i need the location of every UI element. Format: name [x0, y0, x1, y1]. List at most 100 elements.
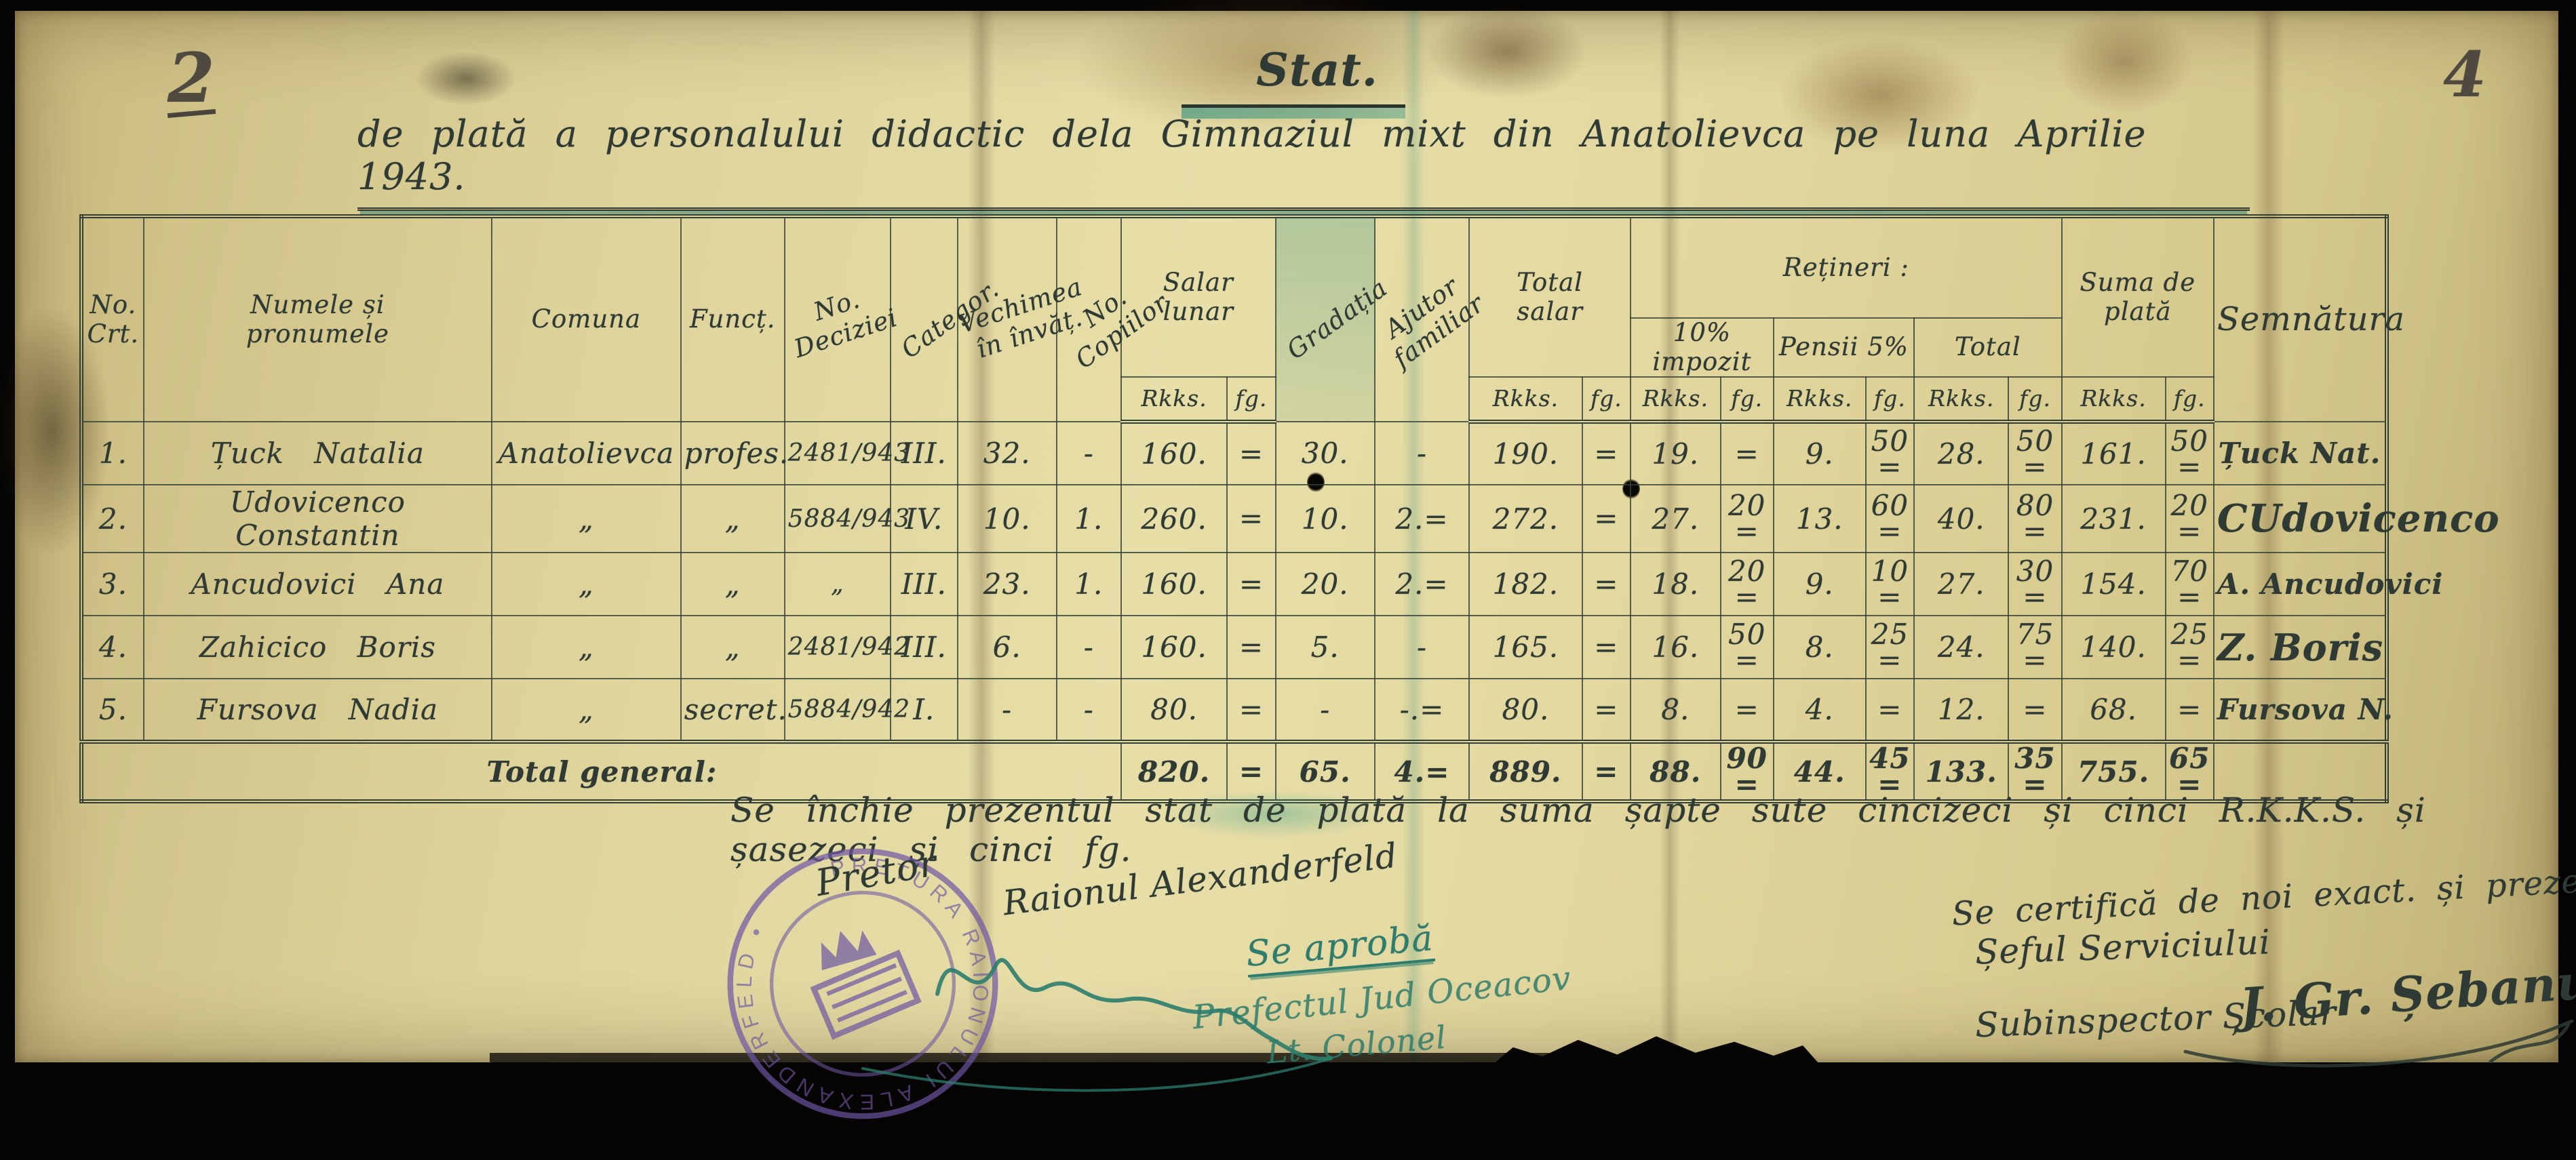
cell-categorie: III.	[890, 421, 958, 486]
cell-ajutor: 2.=	[1373, 484, 1470, 554]
cell-rtotal-fg: 50 =	[2008, 421, 2063, 486]
col-header-vechime: Vechimea în învăț.	[955, 215, 1086, 423]
page-number-right-value: 4	[2443, 38, 2488, 111]
table-row: 3. Ancudovici Ana „ „ „ III. 23. 1. 160.…	[81, 552, 2442, 617]
total-label: Total general:	[81, 740, 1122, 803]
cell-impozit-fg: 20 =	[1719, 552, 1774, 617]
cell-copii: -	[1055, 421, 1122, 486]
cell-total-rkks: 80.	[1468, 678, 1583, 743]
subcol-rkks: Rkks.	[1772, 376, 1867, 424]
total-impozit-rkks: 88.	[1630, 740, 1721, 803]
cell-vechime: -	[956, 678, 1057, 743]
document-title: Stat.	[1256, 43, 1378, 96]
cell-semnatura: Fursova N.	[2212, 678, 2393, 743]
cell-comuna: „	[491, 552, 682, 617]
cell-total-rkks: 182.	[1468, 552, 1583, 617]
col-header-pensii: Pensii 5%	[1772, 317, 1915, 378]
cell-pensii-fg: 60 =	[1865, 484, 1915, 554]
closing-statement: Se închie prezentul stat de plată la sum…	[730, 791, 2426, 869]
col-header-funct: Funcț.	[680, 215, 785, 423]
cell-suma-rkks: 154.	[2061, 552, 2166, 617]
cell-pensii-fg: 10 =	[1865, 552, 1915, 617]
cell-impozit-fg: 50 =	[1719, 615, 1774, 680]
cell-semnatura: A. Ancudovici	[2212, 552, 2442, 617]
cell-rtotal-rkks: 40.	[1913, 484, 2010, 554]
table-row: 5. Fursova Nadia „ secret. 5884/942 I. -…	[81, 678, 2393, 743]
col-header-comuna: Comuna	[491, 215, 682, 423]
cell-impozit-fg: 20 =	[1719, 484, 1774, 554]
document-subtitle: de plată a personalului didactic dela Gi…	[357, 113, 2250, 211]
cell-gradatia: -	[1274, 678, 1375, 743]
cell-rtotal-fg: 30 =	[2008, 552, 2063, 617]
cell-pensii-fg: 25 =	[1865, 615, 1915, 680]
cell-decizie: 5884/942	[783, 678, 910, 743]
cell-impozit-rkks: 27.	[1630, 484, 1721, 554]
cell-nume: Țuck Natalia	[142, 421, 493, 486]
cell-suma-rkks: 140.	[2061, 615, 2166, 680]
ink-smudge	[1161, 791, 1385, 838]
cell-copii: 1.	[1055, 484, 1122, 554]
col-header-decizie: No. Deciziei	[783, 215, 901, 423]
col-header-gradatia: Gradația	[1274, 215, 1392, 423]
col-header-semnatura: Semnătura	[2212, 215, 2404, 423]
total-impozit-fg: 90 =	[1719, 740, 1774, 803]
col-header-retineri: Rețineri :	[1630, 216, 2063, 319]
total-pensii-fg: 45 =	[1865, 740, 1915, 803]
subcol-fg: fg.	[1719, 376, 1774, 424]
cell-decizie: 2481/942	[783, 615, 910, 680]
cell-salar-rkks: 160.	[1120, 615, 1228, 680]
cell-copii: -	[1055, 678, 1122, 743]
cell-semnatura: CUdovicenco	[2212, 484, 2499, 554]
cell-rtotal-rkks: 27.	[1913, 552, 2010, 617]
total-total-fg: =	[1581, 740, 1632, 803]
cell-funct: profes.	[680, 421, 788, 486]
cell-salar-fg: =	[1226, 552, 1276, 617]
cell-salar-fg: =	[1226, 615, 1276, 680]
subcol-rkks: Rkks.	[1120, 376, 1228, 424]
cell-suma-fg: 50 =	[2164, 421, 2214, 486]
col-header-nume: Numele și pronumele	[142, 215, 493, 423]
payroll-table: No. Crt. Numele și pronumele Comuna Func…	[79, 214, 2499, 804]
stamp-emblem	[810, 930, 922, 1040]
cell-nume: Zahicico Boris	[142, 615, 493, 680]
cell-total-fg: =	[1581, 615, 1632, 680]
cell-nume: Ancudovici Ana	[142, 552, 493, 617]
cell-decizie: „	[783, 552, 892, 617]
cell-rtotal-fg: 80 =	[2008, 484, 2063, 554]
cell-suma-fg: 70 =	[2164, 552, 2214, 617]
cell-pensii-fg: 50 =	[1865, 421, 1915, 486]
cell-salar-rkks: 80.	[1120, 678, 1228, 743]
cell-comuna: Anatolievca	[491, 421, 682, 486]
cell-semnatura: Z. Boris	[2212, 615, 2388, 680]
cell-ajutor: -	[1373, 615, 1470, 680]
cell-categorie: III.	[890, 615, 958, 680]
cell-salar-fg: =	[1226, 678, 1276, 743]
total-gradatia: 65.	[1274, 740, 1375, 803]
cell-vechime: 32.	[956, 421, 1057, 486]
cell-suma-fg: 20 =	[2164, 484, 2214, 554]
cell-gradatia: 30.	[1274, 421, 1375, 486]
cell-gradatia: 20.	[1274, 552, 1375, 617]
page-number-right: 4	[2443, 38, 2487, 111]
subcol-rkks: Rkks.	[1630, 376, 1721, 424]
cell-nume: Fursova Nadia	[142, 678, 493, 743]
col-header-ajutor: Ajutor familiar	[1373, 215, 1489, 423]
col-header-no-crt: No. Crt.	[81, 215, 144, 423]
cell-rtotal-rkks: 28.	[1913, 421, 2010, 486]
cell-pensii-rkks: 8.	[1772, 615, 1867, 680]
paper-stain	[2056, 11, 2192, 113]
table-row: 2. Udovicenco Constantin „ „ 5884/943 IV…	[81, 484, 2499, 554]
total-row: Total general: 820. = 65. 4.= 889. = 88.…	[81, 740, 2388, 803]
table-row: 1. Țuck Natalia Anatolievca profes. 2481…	[81, 421, 2388, 486]
cell-categorie: IV.	[890, 484, 958, 554]
cell-funct: secret.	[680, 678, 787, 743]
cell-rtotal-rkks: 24.	[1913, 615, 2010, 680]
cell-suma-rkks: 161.	[2061, 421, 2166, 486]
col-header-total-salar: Total salar	[1468, 215, 1632, 378]
cell-no: 2.	[81, 484, 144, 554]
total-salar-fg: =	[1226, 740, 1276, 803]
subcol-rkks: Rkks.	[1913, 376, 2010, 424]
cell-copii: 1.	[1055, 552, 1122, 617]
cell-salar-fg: =	[1226, 421, 1276, 486]
subcol-fg: fg.	[2008, 376, 2063, 424]
